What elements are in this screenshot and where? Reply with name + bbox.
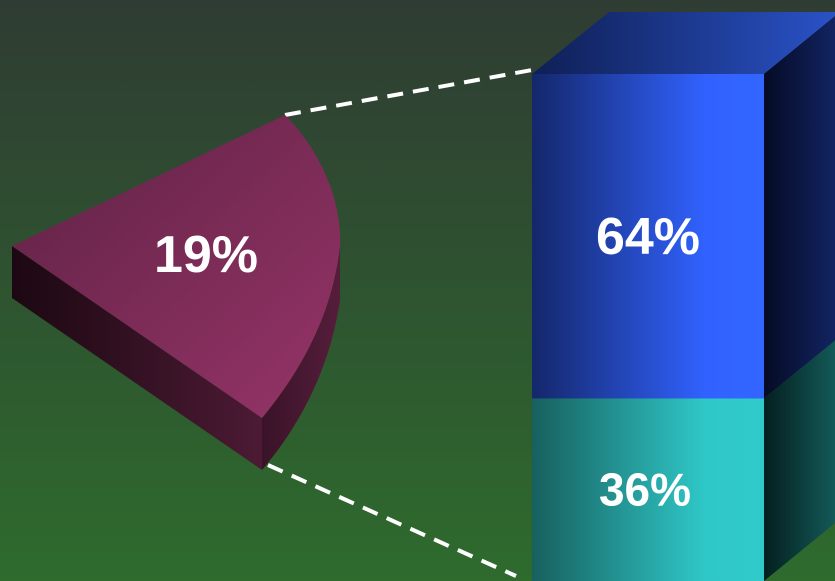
bar-top-face (532, 12, 835, 74)
connector-line-bottom (267, 463, 517, 578)
stacked-bar: 64% 36% (532, 12, 835, 581)
bar-side-face-segment-2 (764, 340, 835, 581)
bar-segment-2 (532, 398, 764, 581)
pie-slice-label: 19% (154, 226, 258, 284)
pie-slice: 19% (12, 115, 341, 470)
bar-segment-1 (532, 74, 764, 399)
bar-segment-2-label: 36% (599, 464, 691, 516)
pie-slice-top (12, 115, 341, 418)
pie-slice-curved-side (262, 246, 340, 470)
connector-line-top (284, 68, 533, 117)
bar-segment-1-label: 64% (596, 208, 700, 266)
bar-side-face-segment-1 (764, 16, 835, 399)
pie-slice-left-side (12, 246, 262, 470)
